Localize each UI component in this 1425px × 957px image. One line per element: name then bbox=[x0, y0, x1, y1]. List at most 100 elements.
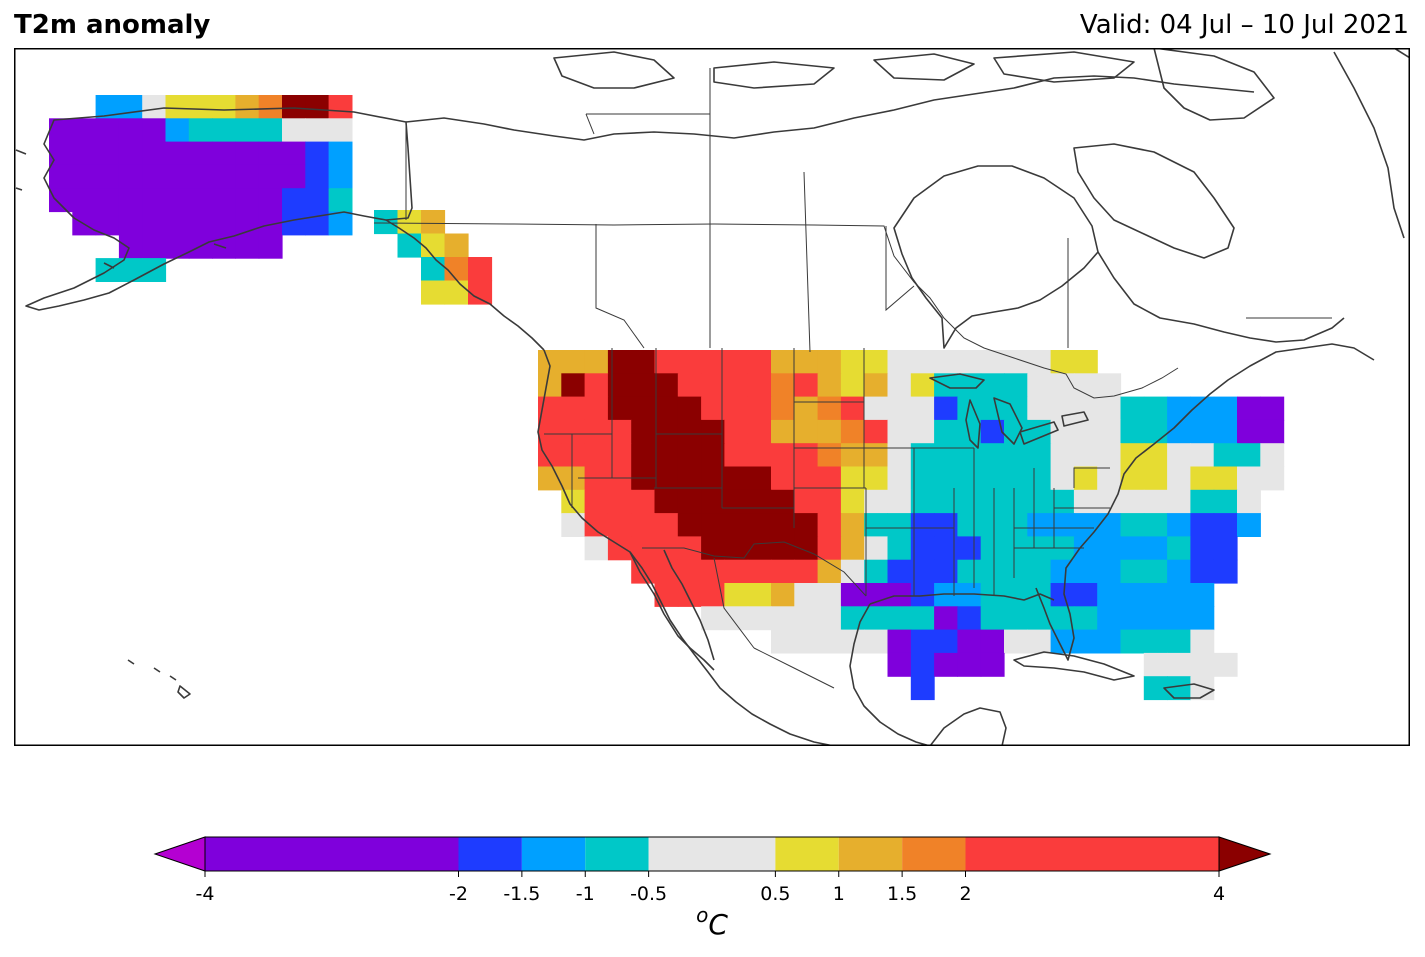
conus-cell bbox=[864, 536, 889, 561]
conus-cell bbox=[1120, 396, 1145, 421]
conus-cell bbox=[1213, 396, 1238, 421]
alaska-cell bbox=[72, 141, 97, 166]
conus-cell bbox=[887, 606, 912, 631]
alaska-cell bbox=[118, 258, 143, 282]
alaska-cell bbox=[49, 118, 73, 143]
alaska-cell bbox=[282, 188, 306, 213]
alaska-cell bbox=[235, 234, 260, 259]
conus-cell bbox=[1190, 466, 1215, 491]
conus-cell bbox=[794, 513, 819, 537]
conus-cell bbox=[677, 489, 702, 514]
conus-cell bbox=[794, 466, 819, 491]
conus-cell bbox=[1190, 489, 1215, 514]
conus-cell bbox=[910, 373, 935, 398]
alaska-cell bbox=[118, 118, 143, 143]
conus-cell bbox=[1190, 513, 1215, 537]
conus-cell bbox=[677, 583, 702, 607]
conus-cell bbox=[1190, 652, 1215, 677]
us-canada-border bbox=[373, 222, 1179, 399]
conus-cell bbox=[1073, 536, 1098, 561]
conus-cell bbox=[1213, 652, 1238, 677]
conus-cell bbox=[1050, 513, 1075, 537]
conus-cell bbox=[561, 466, 586, 491]
conus-cell bbox=[1167, 419, 1191, 444]
colorbar-bin-1 bbox=[458, 837, 522, 871]
colorbar-tick-label: 4 bbox=[1213, 883, 1225, 905]
map-title: T2m anomaly bbox=[14, 10, 211, 40]
conus-cell bbox=[584, 443, 609, 468]
colorbar-tick-label: 2 bbox=[959, 883, 971, 905]
conus-cell bbox=[1027, 419, 1052, 444]
conus-cell bbox=[584, 373, 609, 398]
conus-cell bbox=[1073, 489, 1098, 514]
alaska-cell bbox=[165, 141, 190, 166]
conus-cell bbox=[934, 466, 958, 491]
conus-cell bbox=[864, 466, 889, 491]
conus-cell bbox=[1237, 466, 1261, 491]
conus-cell bbox=[1190, 396, 1215, 421]
conus-cell bbox=[677, 396, 702, 421]
conus-cell bbox=[1143, 583, 1168, 607]
alaska-cell bbox=[165, 95, 190, 119]
conus-cell bbox=[1237, 419, 1261, 444]
conus-cell bbox=[864, 396, 889, 421]
conus-cell bbox=[1213, 419, 1238, 444]
conus-cell bbox=[1097, 583, 1122, 607]
conus-cell bbox=[910, 606, 935, 631]
conus-cell bbox=[584, 419, 609, 444]
conus-cell bbox=[980, 350, 1005, 374]
conus-cell bbox=[701, 350, 725, 374]
alaska-cell bbox=[258, 118, 283, 143]
colorbar-ticks: -4 -2 -1.5 -1 -0.5 0.5 1 1.5 2 4 bbox=[196, 871, 1225, 905]
conus-cell bbox=[677, 466, 702, 491]
conus-cell bbox=[794, 489, 819, 514]
conus-cell bbox=[794, 373, 819, 398]
conus-cell bbox=[724, 396, 749, 421]
conus-cell bbox=[607, 513, 632, 537]
conus-cell bbox=[910, 513, 935, 537]
conus-cell bbox=[654, 513, 679, 537]
alaska-cell bbox=[95, 164, 120, 189]
alaska-islands bbox=[15, 149, 227, 269]
conus-cell bbox=[817, 466, 842, 491]
conus-cell bbox=[1167, 489, 1191, 514]
conus-cell bbox=[1120, 419, 1145, 444]
conus-cell bbox=[677, 419, 702, 444]
colorbar-bin-8 bbox=[965, 837, 1219, 871]
conus-cell bbox=[724, 559, 749, 584]
conus-cell bbox=[1143, 606, 1168, 631]
conus-cell bbox=[677, 350, 702, 374]
conus-cell bbox=[864, 443, 889, 468]
conus-cell bbox=[1143, 652, 1168, 677]
conus-cell bbox=[957, 559, 982, 584]
conus-cell bbox=[1143, 629, 1168, 654]
conus-cell bbox=[747, 606, 772, 631]
conus-cell bbox=[607, 419, 632, 444]
colorbar-tick-label: -2 bbox=[449, 883, 468, 905]
conus-cell bbox=[934, 536, 958, 561]
conus-cell bbox=[701, 606, 725, 631]
conus-cell bbox=[1004, 350, 1028, 374]
conus-cell bbox=[677, 559, 702, 584]
alaska-cell bbox=[328, 118, 353, 143]
alaska-cell bbox=[258, 141, 283, 166]
alaska-cell bbox=[282, 164, 306, 189]
panhandle-cell bbox=[421, 210, 446, 235]
conus-cell bbox=[1213, 443, 1238, 468]
conus-cell bbox=[1073, 396, 1098, 421]
conus-cell bbox=[1027, 559, 1052, 584]
panhandle-coast bbox=[385, 219, 545, 351]
conus-cell bbox=[771, 443, 795, 468]
panhandle-cell bbox=[397, 233, 422, 258]
conus-cell bbox=[934, 583, 958, 607]
conus-cell bbox=[607, 373, 632, 398]
conus-cell bbox=[1073, 443, 1098, 468]
conus-cell bbox=[1213, 559, 1238, 584]
colorbar-tick-label: 0.5 bbox=[760, 883, 790, 905]
conus-cell bbox=[747, 489, 772, 514]
conus-cell bbox=[724, 419, 749, 444]
conus-cell bbox=[1004, 443, 1028, 468]
alaska-cell bbox=[49, 188, 73, 213]
conus-cell bbox=[747, 419, 772, 444]
conus-cell bbox=[1073, 466, 1098, 491]
